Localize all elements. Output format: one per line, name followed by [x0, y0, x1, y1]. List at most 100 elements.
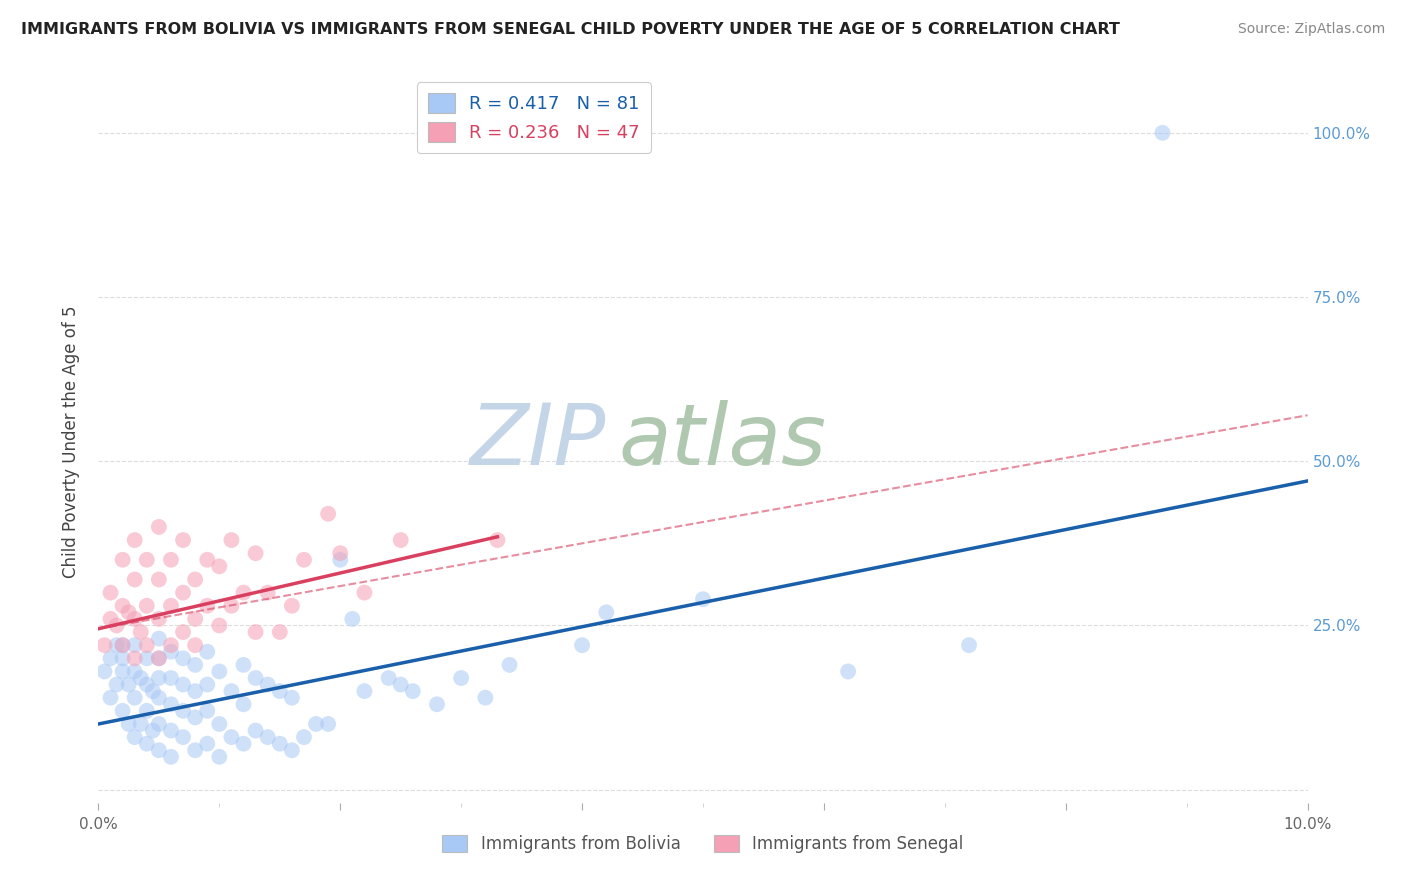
Point — [111, 553, 134, 567]
Point — [692, 592, 714, 607]
Point — [105, 638, 128, 652]
Point — [129, 717, 152, 731]
Point — [256, 730, 278, 744]
Point — [172, 730, 194, 744]
Point — [142, 684, 165, 698]
Point — [148, 520, 170, 534]
Point — [389, 533, 412, 547]
Point — [100, 585, 122, 599]
Point — [353, 684, 375, 698]
Point — [281, 743, 304, 757]
Point — [595, 605, 617, 619]
Point — [124, 690, 146, 705]
Point — [93, 665, 115, 679]
Point — [221, 684, 243, 698]
Point — [195, 645, 218, 659]
Point — [245, 546, 267, 560]
Point — [377, 671, 399, 685]
Point — [281, 599, 304, 613]
Point — [172, 651, 194, 665]
Point — [281, 690, 304, 705]
Point — [245, 625, 267, 640]
Point — [232, 585, 254, 599]
Point — [124, 651, 146, 665]
Point — [486, 533, 509, 547]
Point — [172, 704, 194, 718]
Point — [269, 625, 291, 640]
Point — [124, 665, 146, 679]
Point — [124, 533, 146, 547]
Point — [100, 651, 122, 665]
Point — [160, 723, 183, 738]
Point — [111, 599, 134, 613]
Point — [111, 638, 134, 652]
Point — [195, 553, 218, 567]
Point — [160, 638, 183, 652]
Point — [135, 677, 157, 691]
Point — [208, 665, 231, 679]
Point — [269, 737, 291, 751]
Point — [148, 743, 170, 757]
Point — [389, 677, 412, 691]
Point — [184, 638, 207, 652]
Point — [124, 638, 146, 652]
Point — [426, 698, 449, 712]
Point — [148, 717, 170, 731]
Point — [148, 573, 170, 587]
Y-axis label: Child Poverty Under the Age of 5: Child Poverty Under the Age of 5 — [62, 305, 80, 578]
Point — [105, 618, 128, 632]
Point — [208, 717, 231, 731]
Point — [148, 651, 170, 665]
Point — [129, 671, 152, 685]
Point — [100, 690, 122, 705]
Point — [184, 573, 207, 587]
Point — [837, 665, 859, 679]
Point — [184, 743, 207, 757]
Point — [232, 737, 254, 751]
Legend: Immigrants from Bolivia, Immigrants from Senegal: Immigrants from Bolivia, Immigrants from… — [436, 828, 970, 860]
Point — [195, 737, 218, 751]
Point — [160, 599, 183, 613]
Point — [208, 749, 231, 764]
Point — [172, 625, 194, 640]
Point — [135, 553, 157, 567]
Point — [111, 665, 134, 679]
Point — [148, 651, 170, 665]
Point — [160, 698, 183, 712]
Text: atlas: atlas — [619, 400, 827, 483]
Point — [148, 671, 170, 685]
Point — [148, 632, 170, 646]
Point — [498, 657, 520, 672]
Point — [292, 553, 315, 567]
Point — [135, 704, 157, 718]
Point — [316, 507, 339, 521]
Point — [142, 723, 165, 738]
Point — [135, 737, 157, 751]
Point — [329, 553, 352, 567]
Point — [93, 638, 115, 652]
Point — [124, 573, 146, 587]
Point — [353, 585, 375, 599]
Text: ZIP: ZIP — [470, 400, 606, 483]
Point — [316, 717, 339, 731]
Point — [118, 717, 141, 731]
Point — [172, 677, 194, 691]
Point — [221, 730, 243, 744]
Point — [124, 730, 146, 744]
Point — [100, 612, 122, 626]
Point — [111, 638, 134, 652]
Point — [148, 690, 170, 705]
Point — [111, 704, 134, 718]
Point — [118, 605, 141, 619]
Point — [184, 684, 207, 698]
Point — [245, 723, 267, 738]
Point — [305, 717, 328, 731]
Point — [571, 638, 593, 652]
Point — [135, 638, 157, 652]
Point — [160, 645, 183, 659]
Point — [172, 533, 194, 547]
Point — [160, 749, 183, 764]
Point — [160, 553, 183, 567]
Point — [105, 677, 128, 691]
Point — [245, 671, 267, 685]
